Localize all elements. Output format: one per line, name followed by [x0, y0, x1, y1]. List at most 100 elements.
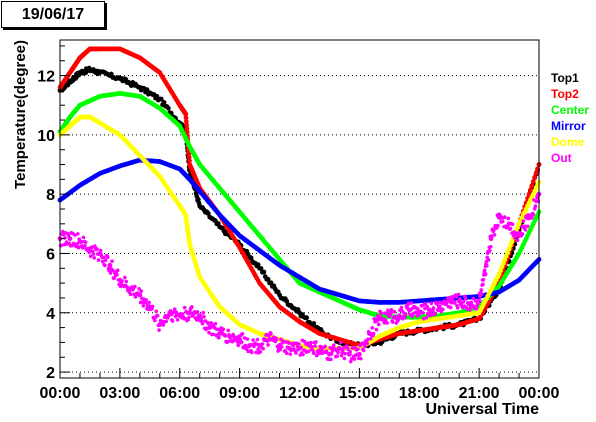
trace-dot — [379, 311, 384, 315]
trace-dot — [502, 215, 507, 219]
trace-dot — [506, 246, 512, 252]
trace-dot — [183, 118, 189, 124]
trace-dot — [498, 268, 503, 274]
trace-dot — [304, 315, 310, 321]
trace-dot — [508, 243, 513, 248]
trace-dot — [133, 295, 138, 299]
data-point — [197, 313, 203, 319]
legend-top2: Top2 — [551, 87, 579, 101]
data-point — [496, 271, 502, 277]
trace-dot — [448, 295, 452, 300]
trace-dot — [91, 252, 96, 256]
trace-dot — [371, 331, 376, 336]
data-point — [356, 351, 362, 357]
trace-dot — [403, 312, 408, 316]
trace-dot — [100, 259, 105, 264]
trace-dot — [73, 233, 77, 237]
trace-dot — [144, 87, 150, 93]
trace-dot — [356, 347, 360, 351]
trace-dot — [421, 311, 425, 315]
trace-dot — [314, 340, 318, 344]
trace-dot — [175, 318, 180, 322]
trace-dot — [331, 343, 336, 348]
trace-dot — [515, 225, 521, 230]
x-tick-label: 00:00 — [519, 385, 560, 402]
trace-dot — [342, 356, 347, 361]
trace-dot — [536, 199, 541, 204]
trace-dot — [105, 255, 110, 260]
data-point — [476, 298, 482, 304]
trace-dot — [90, 249, 95, 254]
trace-dot — [279, 345, 284, 349]
trace-dot — [115, 273, 119, 277]
y-tick-label: 10 — [37, 128, 55, 145]
trace-dot — [530, 179, 536, 184]
y-tick-label: 2 — [46, 365, 55, 382]
trace-dot — [103, 263, 107, 268]
trace-dot — [431, 306, 436, 310]
trace-dot — [469, 300, 474, 305]
trace-dot — [211, 332, 216, 337]
trace-dot — [383, 318, 388, 323]
trace-dot — [255, 262, 261, 268]
trace-dot — [186, 154, 192, 160]
trace-dot — [83, 240, 88, 245]
trace-dot — [294, 351, 298, 355]
trace-dot — [529, 183, 535, 189]
trace-dot — [255, 337, 260, 342]
trace-dot — [323, 344, 327, 349]
trace-dot — [248, 255, 254, 261]
trace-dot — [195, 310, 200, 314]
trace-dot — [458, 297, 462, 301]
trace-dot — [328, 346, 332, 350]
trace-dot — [479, 288, 484, 292]
trace-dot — [313, 344, 317, 348]
legend: Top1 Top2 Center Mirror Dome Out — [551, 71, 589, 165]
trace-dot — [339, 353, 344, 358]
trace-dot — [506, 216, 511, 221]
trace-dot — [368, 336, 373, 341]
trace-dot — [150, 304, 155, 309]
trace-dot — [299, 345, 303, 350]
trace-dot — [366, 337, 370, 342]
trace-dot — [258, 350, 263, 354]
trace-dot — [268, 280, 274, 286]
trace-dot — [223, 334, 228, 338]
trace-dot — [481, 282, 485, 287]
trace-dot — [363, 344, 367, 349]
trace-dot — [423, 301, 428, 306]
trace-dot — [242, 336, 247, 340]
trace-dot — [482, 268, 487, 273]
trace-dot — [492, 233, 497, 237]
trace-dot — [346, 347, 350, 352]
trace-dot — [468, 308, 472, 312]
trace-dot — [88, 254, 93, 258]
trace-dot — [448, 305, 453, 310]
trace-dot — [533, 204, 538, 208]
trace-dot — [528, 187, 533, 193]
trace-dot — [200, 321, 205, 326]
trace-dot — [240, 332, 245, 336]
trace-dot — [311, 321, 317, 326]
trace-dot — [498, 214, 503, 218]
trace-dot — [520, 232, 525, 236]
trace-dot — [190, 305, 194, 309]
trace-dot — [296, 342, 301, 346]
x-tick-label: 12:00 — [279, 385, 320, 402]
trace-dot — [481, 277, 486, 282]
trace-dot — [503, 253, 509, 259]
trace-dot — [500, 219, 505, 224]
trace-dot — [225, 340, 230, 344]
trace-dot — [202, 314, 206, 319]
trace-dot — [508, 226, 513, 231]
trace-dot — [406, 301, 411, 306]
trace-dot — [309, 340, 313, 345]
trace-dot — [158, 96, 164, 102]
trace-dot — [488, 248, 492, 253]
trace-dot — [124, 279, 129, 284]
trace-dot — [500, 261, 506, 266]
trace-dot — [182, 305, 187, 310]
trace-dot — [81, 235, 86, 240]
trace-dot — [455, 306, 460, 310]
